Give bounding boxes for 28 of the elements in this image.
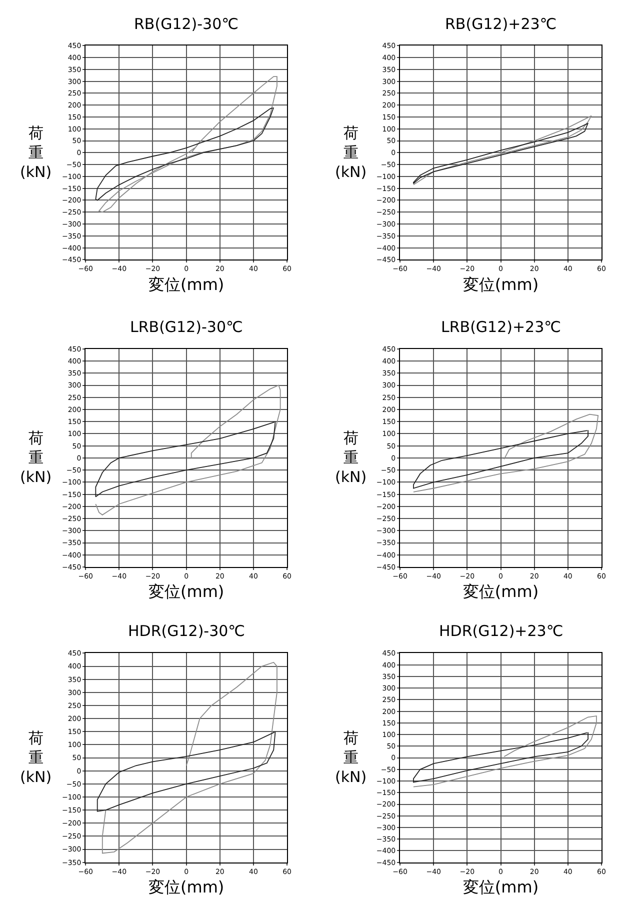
y-axis-title: 荷重(kN) (20, 124, 52, 181)
x-axis-title: 変位(mm) (148, 877, 224, 896)
chart-title: LRB(G12)-30℃ (130, 318, 243, 336)
line-series (95, 384, 281, 516)
x-axis-title: 変位(mm) (462, 877, 539, 896)
x-axis-title: 変位(mm) (462, 274, 539, 294)
line-series (102, 662, 278, 854)
line-series (96, 731, 276, 812)
line-series (413, 732, 588, 783)
chart-title: HDR(G12)+23℃ (439, 622, 564, 640)
y-axis-title: 荷重(kN) (335, 429, 367, 486)
line-series (98, 76, 278, 213)
chart-title: HDR(G12)-30℃ (128, 622, 246, 640)
x-axis-title: 変位(mm) (148, 274, 224, 294)
line-series (413, 430, 588, 489)
line-series (95, 421, 276, 498)
chart-title: RB(G12)-30℃ (134, 15, 238, 33)
x-axis-title: 変位(mm) (148, 582, 224, 602)
line-series (95, 107, 274, 201)
y-axis-title: 荷重(kN) (335, 124, 367, 181)
chart-title: RB(G12)+23℃ (445, 15, 557, 33)
line-series (413, 414, 599, 492)
chart-title: LRB(G12)+23℃ (441, 318, 561, 336)
y-axis-title: 荷重(kN) (20, 729, 52, 786)
y-axis-title: 荷重(kN) (335, 729, 367, 786)
y-axis-title: 荷重(kN) (20, 429, 52, 486)
x-axis-title: 変位(mm) (462, 582, 539, 602)
line-series (413, 716, 597, 788)
